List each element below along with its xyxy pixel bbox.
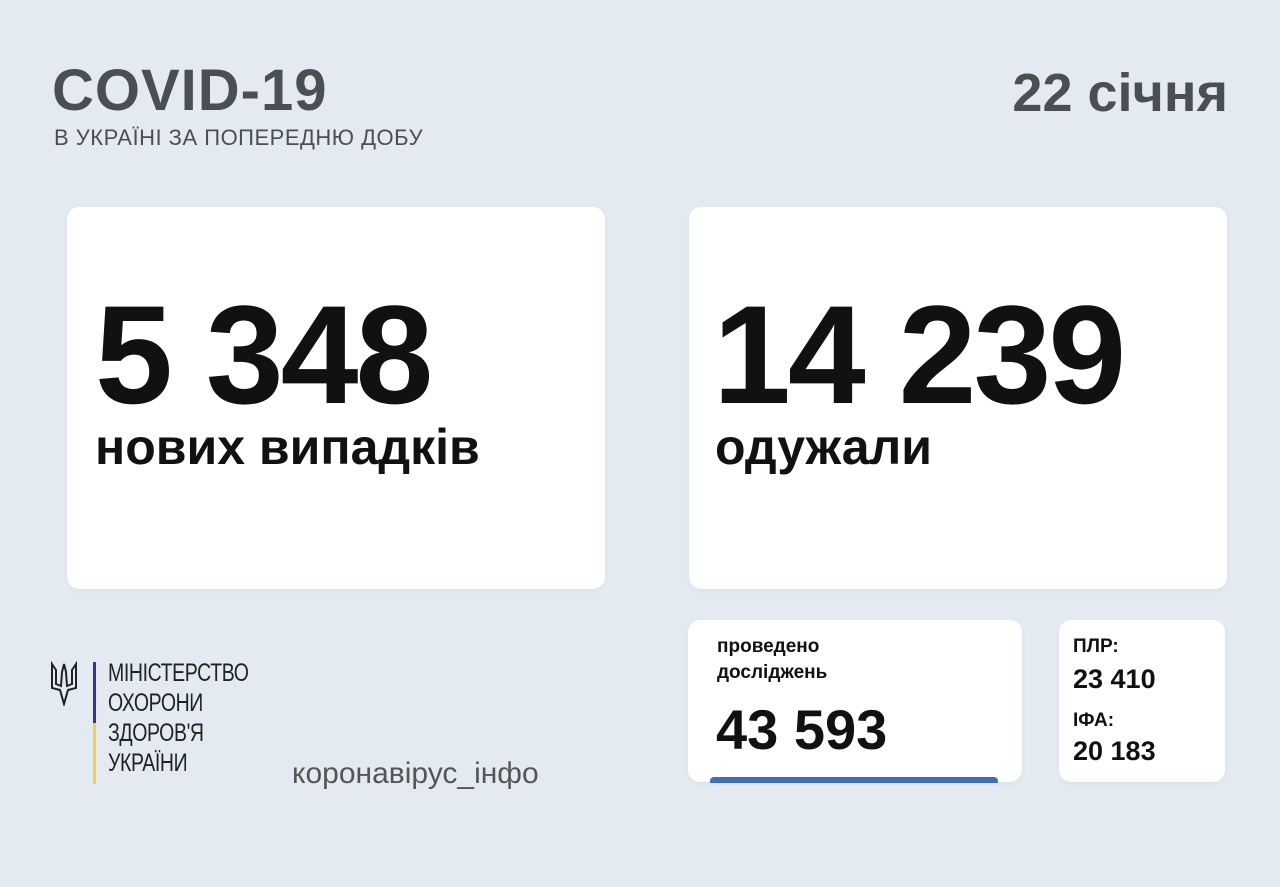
site-name: коронавірус_інфо <box>292 757 539 790</box>
page-title: COVID-19 <box>52 58 328 123</box>
tests-accent-bar <box>710 777 998 783</box>
ifa-value: 20 183 <box>1073 736 1156 766</box>
ministry-line: ОХОРОНИ <box>108 689 203 717</box>
ministry-line: УКРАЇНИ <box>108 749 188 777</box>
pcr-value: 23 410 <box>1073 664 1156 694</box>
recovered-value: 14 239 <box>713 276 1126 433</box>
tests-label-line2: досліджень <box>717 662 828 683</box>
new-cases-label: нових випадків <box>95 419 480 475</box>
page-subtitle: В УКРАЇНІ ЗА ПОПЕРЕДНЮ ДОБУ <box>54 125 424 150</box>
pcr-label: ПЛР: <box>1073 636 1119 657</box>
flag-divider <box>93 662 96 784</box>
ministry-name: МІНІСТЕРСТВО ОХОРОНИ ЗДОРОВ'Я УКРАЇНИ <box>108 658 249 778</box>
tests-value: 43 593 <box>716 698 888 761</box>
recovered-label: одужали <box>715 419 933 475</box>
ministry-line: ЗДОРОВ'Я <box>108 719 204 747</box>
report-date: 22 січня <box>1012 63 1228 123</box>
tests-label-line1: проведено <box>717 636 820 657</box>
ifa-label: ІФА: <box>1073 710 1115 731</box>
new-cases-card: 5 348 нових випадків <box>67 207 605 589</box>
new-cases-value: 5 348 <box>95 276 433 433</box>
tests-card: проведено досліджень 43 593 <box>688 620 1022 783</box>
ministry-line: МІНІСТЕРСТВО <box>108 659 249 687</box>
test-types-card: ПЛР: 23 410 ІФА: 20 183 <box>1059 620 1225 782</box>
trident-icon <box>51 660 77 706</box>
recovered-card: 14 239 одужали <box>689 207 1227 589</box>
